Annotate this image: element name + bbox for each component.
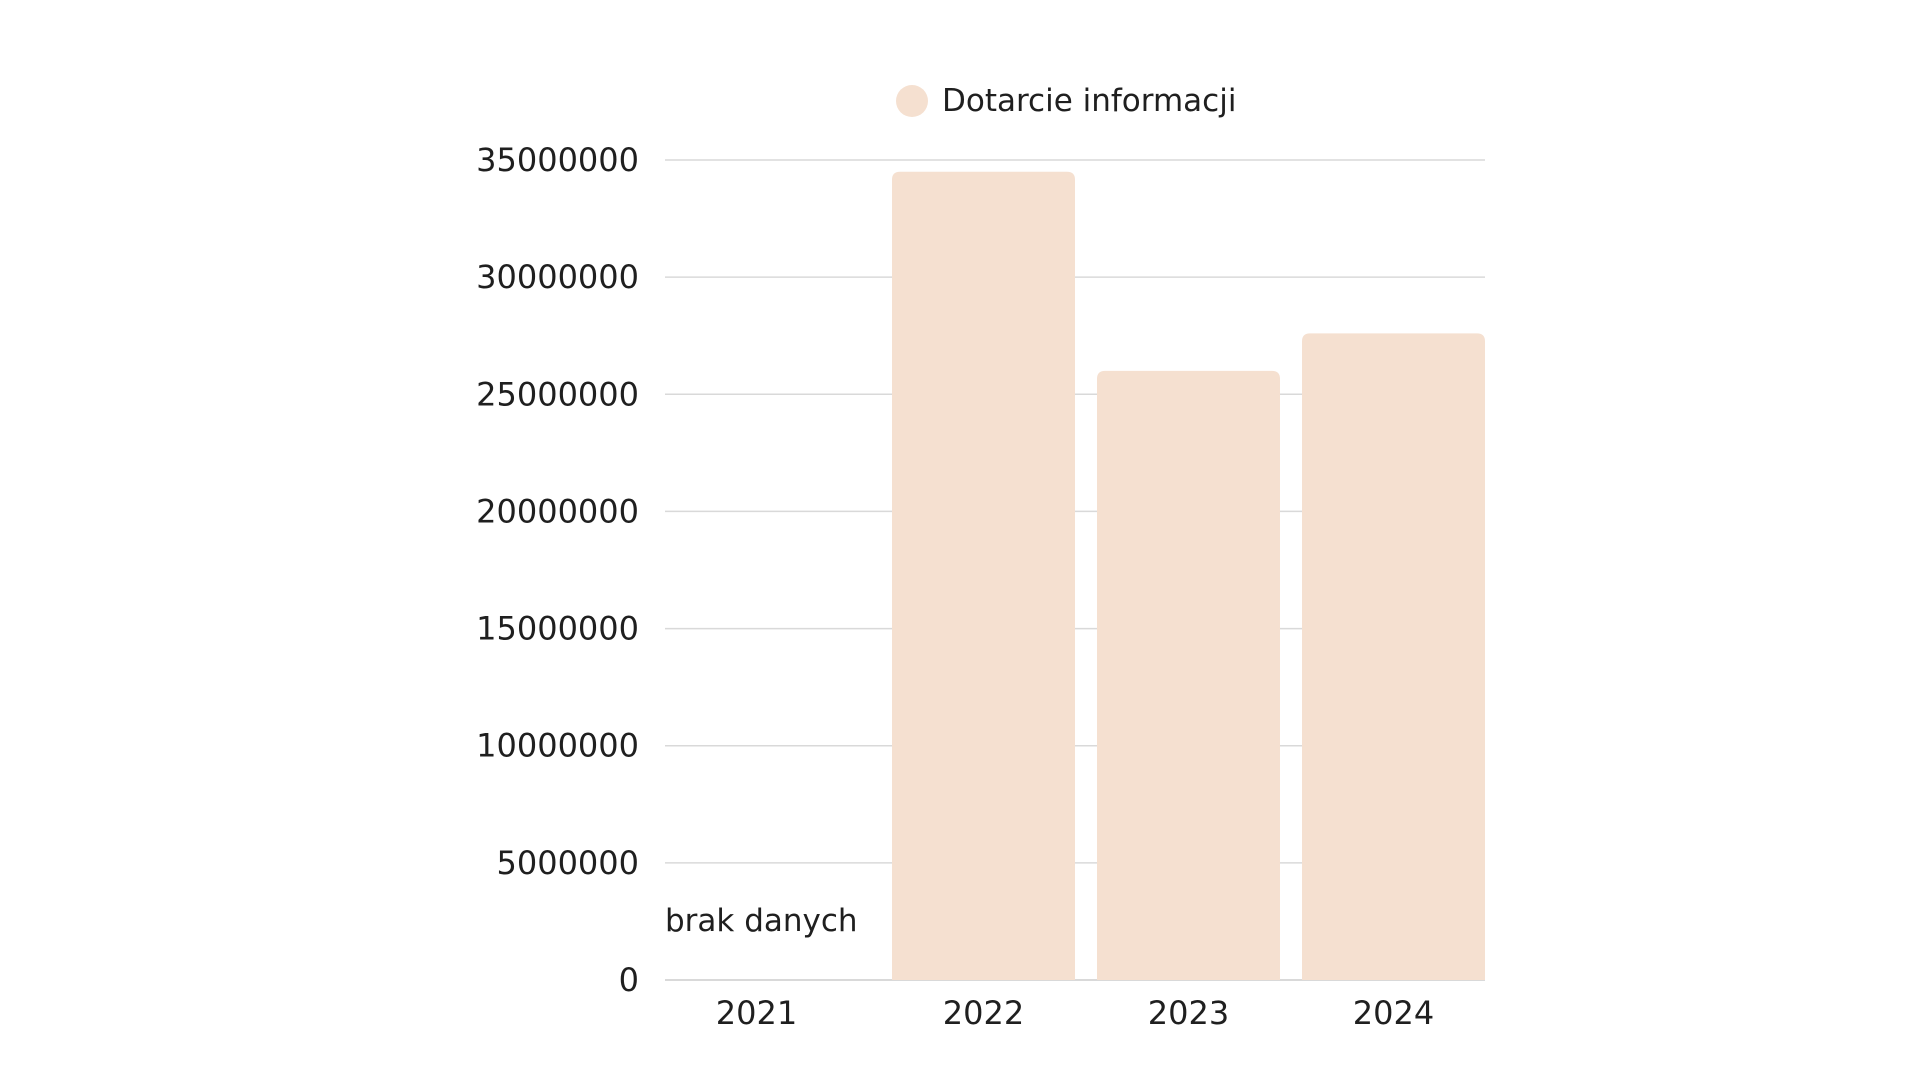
- legend-swatch: [896, 85, 928, 117]
- bar-2024: [1302, 333, 1485, 980]
- legend-label: Dotarcie informacji: [942, 83, 1236, 119]
- legend: Dotarcie informacji: [896, 83, 1236, 119]
- axis-labels: 0 5000000 10000000 15000000 20000000 25000000…: [476, 141, 1434, 1032]
- bar-2022: [892, 171, 1075, 980]
- x-tick-label: 2023: [1148, 994, 1229, 1032]
- bars: [892, 171, 1485, 980]
- x-tick-label: 2021: [716, 994, 797, 1032]
- y-tick-label: 30000000: [476, 258, 639, 296]
- y-tick-label: 25000000: [476, 375, 639, 413]
- y-tick-label: 5000000: [496, 844, 639, 882]
- x-tick-label: 2024: [1353, 994, 1434, 1032]
- y-tick-label: 20000000: [476, 492, 639, 530]
- y-tick-label: 15000000: [476, 610, 639, 648]
- y-tick-label: 0: [619, 961, 639, 999]
- no-data-annotation: brak danych: [665, 903, 858, 939]
- x-tick-label: 2022: [943, 994, 1024, 1032]
- bar-2023: [1097, 370, 1280, 980]
- y-tick-label: 10000000: [476, 727, 639, 765]
- y-tick-label: 35000000: [476, 141, 639, 179]
